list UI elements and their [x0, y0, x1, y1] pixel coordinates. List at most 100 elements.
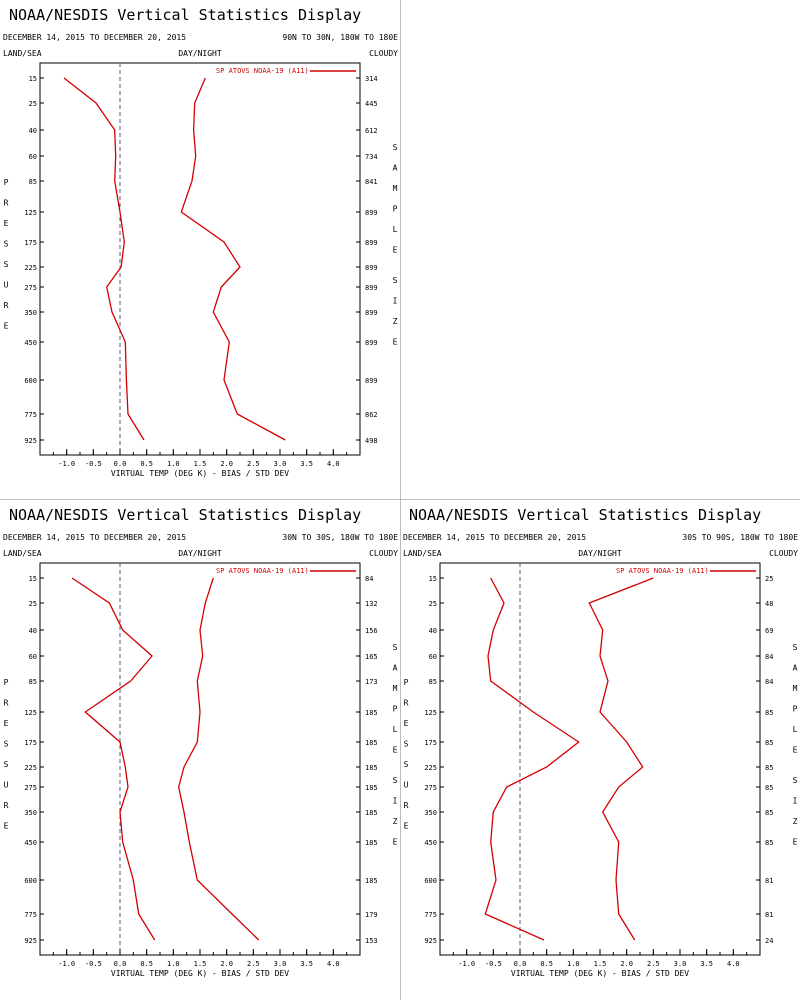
pressure-axis-letter: S — [404, 760, 409, 769]
pressure-axis-letter: U — [4, 781, 9, 790]
x-tick-label: -0.5 — [485, 960, 502, 968]
pressure-axis-letter: S — [4, 740, 9, 749]
pressure-tick-label: 15 — [29, 575, 37, 583]
chart-title: NOAA/NESDIS Vertical Statistics Display — [409, 506, 761, 524]
pressure-axis-letter: P — [404, 678, 409, 687]
pressure-tick-label: 275 — [24, 284, 37, 292]
x-tick-label: 1.0 — [167, 960, 180, 968]
sample-size-axis-letter: P — [393, 205, 398, 214]
pressure-tick-label: 15 — [29, 75, 37, 83]
sample-size-label: 85 — [765, 739, 773, 747]
sample-size-label: 153 — [365, 937, 378, 945]
pressure-tick-label: 225 — [24, 764, 37, 772]
cloudy-label: CLOUDY — [769, 549, 798, 558]
pressure-tick-label: 225 — [424, 764, 437, 772]
pressure-tick-label: 60 — [29, 653, 37, 661]
horizontal-divider — [0, 499, 800, 500]
pressure-tick-label: 85 — [429, 678, 437, 686]
sample-size-axis-letter: E — [393, 746, 398, 755]
x-tick-label: 1.5 — [194, 960, 207, 968]
sample-size-label: 445 — [365, 100, 378, 108]
pressure-axis-letter: E — [4, 822, 9, 831]
sample-size-axis-letter: A — [393, 664, 398, 673]
plot-frame — [39, 562, 361, 956]
sample-size-label: 185 — [365, 809, 378, 817]
pressure-axis-letter: R — [4, 199, 9, 208]
sample-size-axis-letter: E — [793, 838, 798, 847]
pressure-axis-letter: S — [4, 240, 9, 249]
sample-size-label: 48 — [765, 600, 773, 608]
date-range: DECEMBER 14, 2015 TO DECEMBER 20, 2015 — [403, 533, 586, 542]
pressure-axis-letter: E — [4, 719, 9, 728]
pressure-tick-label: 60 — [429, 653, 437, 661]
pressure-tick-label: 125 — [24, 209, 37, 217]
sample-size-label: 185 — [365, 784, 378, 792]
panel-top-right-empty — [400, 0, 800, 500]
x-tick-label: 0.5 — [140, 460, 153, 468]
sample-size-label: 185 — [365, 739, 378, 747]
vertical-stats-chart: NOAA/NESDIS Vertical Statistics Display D… — [403, 506, 798, 978]
date-range: DECEMBER 14, 2015 TO DECEMBER 20, 2015 — [3, 33, 186, 42]
x-tick-label: 4.0 — [327, 460, 340, 468]
x-tick-label: 1.5 — [194, 460, 207, 468]
sample-size-label: 899 — [365, 284, 378, 292]
pressure-tick-label: 40 — [29, 627, 37, 635]
pressure-axis-letter: E — [4, 219, 9, 228]
plot-frame — [439, 562, 761, 956]
x-tick-label: -1.0 — [58, 960, 75, 968]
region-label: 30N TO 30S, 180W TO 180E — [282, 533, 398, 542]
sample-size-label: 81 — [765, 877, 773, 885]
land-sea-label: LAND/SEA — [3, 549, 42, 558]
pressure-tick-label: 600 — [24, 377, 37, 385]
pressure-axis-letter: E — [404, 822, 409, 831]
sample-size-axis-letter: A — [793, 664, 798, 673]
region-label: 90N TO 30N, 180W TO 180E — [282, 33, 398, 42]
day-night-label: DAY/NIGHT — [178, 49, 222, 58]
sample-size-axis-letter: L — [393, 725, 398, 734]
sample-size-label: 498 — [365, 437, 378, 445]
x-tick-label: -1.0 — [58, 460, 75, 468]
chart-title: NOAA/NESDIS Vertical Statistics Display — [9, 506, 361, 524]
sample-size-label: 85 — [765, 764, 773, 772]
pressure-tick-label: 25 — [429, 600, 437, 608]
sample-size-label: 899 — [365, 239, 378, 247]
pressure-axis-letter: R — [404, 801, 409, 810]
sample-size-label: 899 — [365, 339, 378, 347]
sample-size-axis-letter: S — [393, 143, 398, 152]
bias-series-line — [71, 577, 156, 941]
sample-size-label: 899 — [365, 209, 378, 217]
land-sea-label: LAND/SEA — [403, 549, 442, 558]
pressure-axis-letter: P — [4, 178, 9, 187]
pressure-axis-letter: R — [404, 699, 409, 708]
sample-size-label: 85 — [765, 839, 773, 847]
x-tick-label: 0.0 — [114, 460, 127, 468]
day-night-label: DAY/NIGHT — [578, 549, 622, 558]
sample-size-label: 85 — [765, 709, 773, 717]
sample-size-label: 156 — [365, 627, 378, 635]
pressure-tick-label: 350 — [24, 309, 37, 317]
x-tick-label: 2.5 — [247, 460, 260, 468]
day-night-label: DAY/NIGHT — [178, 549, 222, 558]
land-sea-label: LAND/SEA — [3, 49, 42, 58]
sample-size-axis-letter: S — [393, 643, 398, 652]
sample-size-label: 24 — [765, 937, 773, 945]
pressure-tick-label: 125 — [424, 709, 437, 717]
pressure-tick-label: 225 — [24, 264, 37, 272]
sample-size-label: 69 — [765, 627, 773, 635]
pressure-axis-letter: S — [4, 260, 9, 269]
pressure-tick-label: 925 — [24, 437, 37, 445]
x-tick-label: 1.0 — [567, 960, 580, 968]
pressure-axis-letter: P — [4, 678, 9, 687]
sample-size-label: 185 — [365, 877, 378, 885]
sample-size-axis-letter: S — [393, 776, 398, 785]
sample-size-label: 899 — [365, 264, 378, 272]
x-tick-label: 2.5 — [247, 960, 260, 968]
pressure-tick-label: 40 — [29, 127, 37, 135]
pressure-tick-label: 600 — [24, 877, 37, 885]
pressure-tick-label: 925 — [424, 937, 437, 945]
sample-size-axis-letter: E — [793, 746, 798, 755]
x-tick-label: 3.0 — [674, 960, 687, 968]
pressure-tick-label: 175 — [424, 739, 437, 747]
sample-size-axis-letter: I — [393, 297, 398, 306]
sample-size-axis-letter: I — [393, 797, 398, 806]
